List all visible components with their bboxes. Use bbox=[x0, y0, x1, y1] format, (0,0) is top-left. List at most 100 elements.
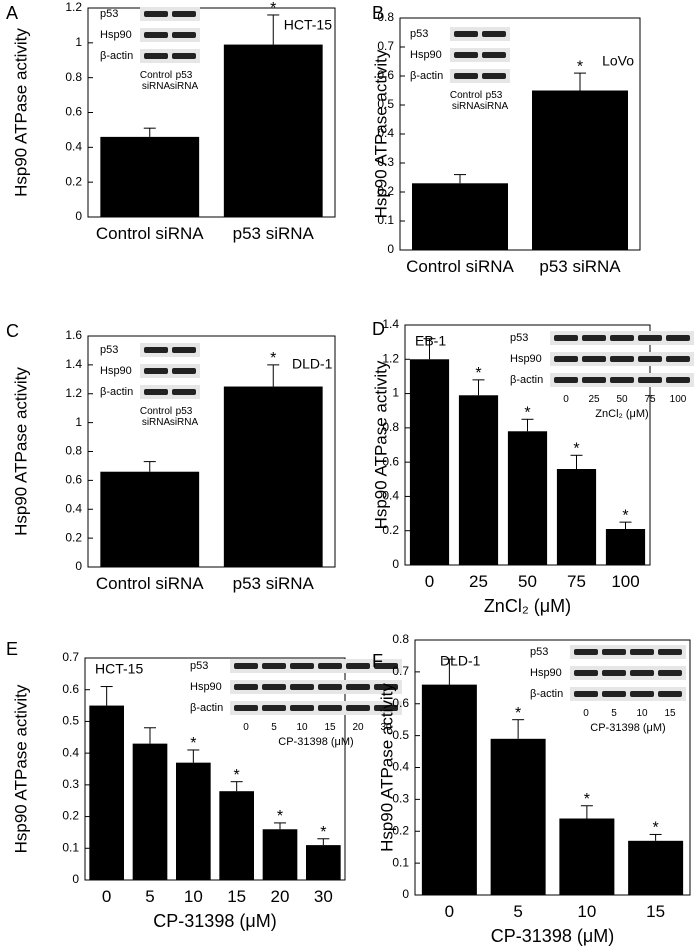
blot-band bbox=[374, 705, 398, 711]
blot-strip bbox=[140, 364, 200, 378]
y-tick-label: 1.6 bbox=[65, 328, 82, 342]
blot-band bbox=[144, 32, 168, 38]
significance-marker: * bbox=[577, 58, 583, 75]
blot-row-label: p53 bbox=[190, 660, 208, 672]
blot-strip bbox=[140, 7, 200, 21]
y-tick-label: 0 bbox=[75, 559, 82, 573]
blot-row-label: Hsp90 bbox=[410, 49, 442, 61]
bar bbox=[262, 829, 298, 880]
blot-band bbox=[610, 356, 634, 362]
plot-frame bbox=[399, 17, 641, 251]
blot-strip bbox=[140, 343, 200, 357]
chart-title: DLD-1 bbox=[292, 356, 333, 372]
blot-strip bbox=[230, 659, 402, 673]
blot-band bbox=[144, 368, 168, 374]
blot-band bbox=[602, 649, 626, 655]
significance-marker: * bbox=[653, 820, 659, 837]
y-axis-title: Hsp90 ATPase activity bbox=[371, 49, 390, 218]
panel-label: F bbox=[372, 651, 383, 671]
blot-band bbox=[610, 335, 634, 341]
blot-band bbox=[630, 670, 654, 676]
y-tick-label: 0.6 bbox=[382, 454, 399, 468]
y-tick-label: 1 bbox=[392, 386, 399, 400]
blot-band bbox=[602, 691, 626, 697]
blot-band bbox=[658, 649, 682, 655]
x-tick-label: 15 bbox=[227, 887, 247, 906]
chart-title: DLD-1 bbox=[440, 653, 481, 669]
blot-lane-label: 100 bbox=[669, 394, 687, 405]
blot-strip bbox=[450, 69, 510, 83]
bar bbox=[409, 359, 450, 565]
blot-band bbox=[582, 377, 606, 383]
blot-band bbox=[638, 335, 662, 341]
blot-lane-label: 15 bbox=[324, 722, 336, 733]
blot-caption: CP-31398 (μM) bbox=[590, 722, 666, 734]
x-axis-title: ZnCl₂ (μM) bbox=[483, 596, 572, 616]
blot-band bbox=[262, 663, 286, 669]
x-tick-label: 30 bbox=[313, 887, 333, 906]
y-axis-title: Hsp90 ATPase activity bbox=[377, 683, 396, 852]
y-tick-label: 0.4 bbox=[377, 126, 394, 140]
blot-band bbox=[574, 670, 598, 676]
y-tick-label: 1.2 bbox=[65, 0, 82, 14]
significance-marker: * bbox=[475, 365, 481, 382]
x-tick-label: 20 bbox=[270, 887, 290, 906]
blot-band bbox=[374, 663, 398, 669]
y-axis-title: Hsp90 ATPase activity bbox=[11, 684, 30, 853]
blot-lane-label: 10 bbox=[296, 722, 308, 733]
y-tick-label: 0.4 bbox=[65, 501, 82, 515]
blot-strip bbox=[140, 28, 200, 42]
blot-band bbox=[346, 663, 370, 669]
plot-frame bbox=[404, 324, 651, 566]
blot-strip bbox=[230, 701, 402, 715]
bar bbox=[412, 183, 508, 250]
blot-band bbox=[454, 73, 478, 79]
blot-band bbox=[482, 73, 506, 79]
y-tick-label: 0 bbox=[75, 209, 82, 223]
y-tick-label: 0 bbox=[392, 557, 399, 571]
blot-band bbox=[554, 356, 578, 362]
bar bbox=[458, 395, 499, 565]
blot-strip bbox=[450, 48, 510, 62]
y-tick-label: 0.8 bbox=[65, 444, 82, 458]
blot-row-label: p53 bbox=[100, 344, 118, 356]
y-tick-label: 0.4 bbox=[62, 745, 79, 759]
blot-band bbox=[234, 705, 258, 711]
blot-lane-label: 75 bbox=[644, 394, 656, 405]
blot-lane-label: Control siRNA bbox=[449, 90, 483, 112]
blot-row-label: β-actin bbox=[100, 386, 133, 398]
blot-caption: CP-31398 (μM) bbox=[278, 736, 354, 748]
significance-marker: * bbox=[270, 0, 276, 17]
x-tick-label: 10 bbox=[577, 902, 597, 921]
bar bbox=[628, 840, 684, 895]
blot-band bbox=[172, 11, 196, 17]
blot-band bbox=[290, 663, 314, 669]
chart-title: HCT-15 bbox=[95, 661, 143, 677]
blot-row-label: p53 bbox=[410, 28, 428, 40]
y-tick-label: 0.1 bbox=[62, 840, 79, 854]
blot-band bbox=[666, 377, 690, 383]
bar bbox=[306, 845, 341, 880]
bar bbox=[223, 386, 323, 567]
blot-lane-label: 0 bbox=[243, 722, 249, 733]
blot-row-label: p53 bbox=[510, 332, 528, 344]
y-tick-label: 0.6 bbox=[62, 682, 79, 696]
blot-strip bbox=[570, 687, 686, 701]
blot-band bbox=[290, 705, 314, 711]
bar bbox=[176, 762, 211, 880]
blot-strip bbox=[140, 385, 200, 399]
blot-band bbox=[638, 356, 662, 362]
blot-band bbox=[630, 691, 654, 697]
blot-lane-label: 50 bbox=[616, 394, 628, 405]
blot-band bbox=[666, 356, 690, 362]
blot-band bbox=[144, 389, 168, 395]
blot-strip bbox=[140, 49, 200, 63]
blot-band bbox=[262, 684, 286, 690]
y-tick-label: 0.4 bbox=[382, 489, 399, 503]
y-tick-label: 0.7 bbox=[377, 39, 394, 53]
x-tick-label: Control siRNA bbox=[95, 224, 204, 243]
blot-band bbox=[144, 347, 168, 353]
blot-lane-label: 0 bbox=[563, 394, 569, 405]
panel-label: B bbox=[372, 3, 384, 23]
